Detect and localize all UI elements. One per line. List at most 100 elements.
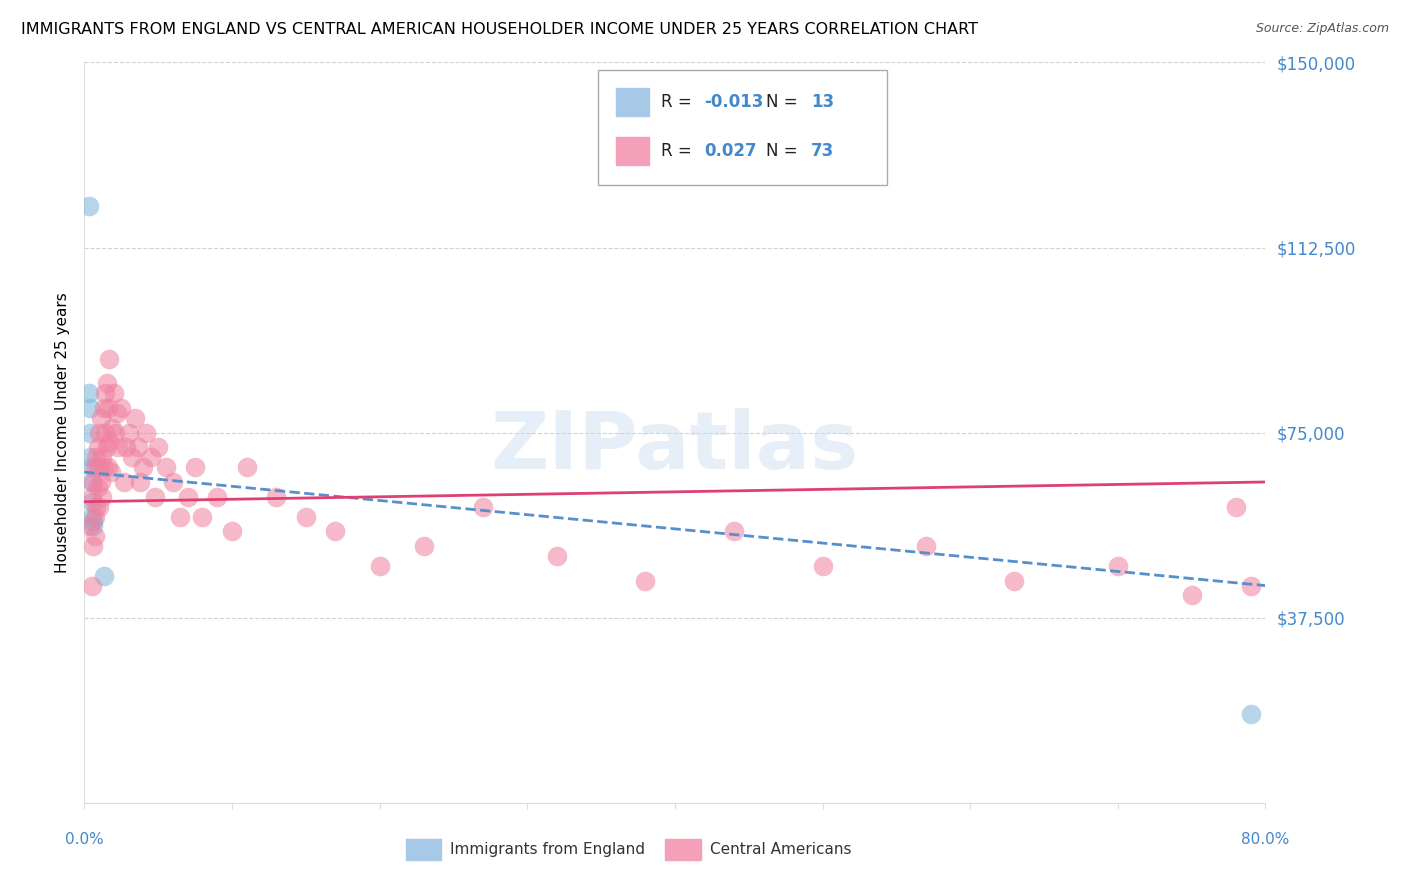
Point xyxy=(129,475,152,489)
Point xyxy=(87,425,111,440)
Text: 13: 13 xyxy=(811,93,834,111)
Point xyxy=(139,450,162,465)
Point xyxy=(82,475,104,489)
Point xyxy=(103,386,125,401)
Point xyxy=(82,515,104,529)
Point xyxy=(1181,589,1204,603)
Point xyxy=(87,500,111,514)
Point xyxy=(127,441,149,455)
Point xyxy=(114,441,136,455)
Point xyxy=(236,460,259,475)
Point xyxy=(169,509,191,524)
Point xyxy=(634,574,657,588)
Point xyxy=(112,475,135,489)
Text: Immigrants from England: Immigrants from England xyxy=(450,842,645,857)
Point xyxy=(1240,706,1263,721)
Point xyxy=(155,460,177,475)
Point xyxy=(101,420,124,434)
Point xyxy=(82,519,104,533)
Point xyxy=(79,450,101,465)
Point xyxy=(77,386,100,401)
Point xyxy=(98,435,121,450)
Text: 73: 73 xyxy=(811,143,834,161)
Point xyxy=(162,475,184,489)
Text: -0.013: -0.013 xyxy=(704,93,763,111)
Point xyxy=(105,406,128,420)
Point xyxy=(84,450,107,465)
Text: 80.0%: 80.0% xyxy=(1241,832,1289,847)
Point xyxy=(207,490,229,504)
Point xyxy=(83,529,105,543)
FancyBboxPatch shape xyxy=(616,87,650,116)
Point xyxy=(96,441,118,455)
Text: 0.0%: 0.0% xyxy=(65,832,104,847)
Text: N =: N = xyxy=(766,143,803,161)
Point xyxy=(811,558,834,573)
Point xyxy=(104,425,127,440)
Point xyxy=(77,198,100,212)
Point xyxy=(86,441,108,455)
Text: IMMIGRANTS FROM ENGLAND VS CENTRAL AMERICAN HOUSEHOLDER INCOME UNDER 25 YEARS CO: IMMIGRANTS FROM ENGLAND VS CENTRAL AMERI… xyxy=(21,22,979,37)
Point xyxy=(295,509,318,524)
Point xyxy=(96,376,118,391)
Point xyxy=(79,519,101,533)
Point xyxy=(221,524,243,539)
Point xyxy=(91,490,114,504)
Point xyxy=(79,401,101,415)
Point xyxy=(143,490,166,504)
FancyBboxPatch shape xyxy=(405,839,441,860)
Text: N =: N = xyxy=(766,93,803,111)
Point xyxy=(915,539,938,553)
Point xyxy=(191,509,214,524)
Text: R =: R = xyxy=(661,93,697,111)
Point xyxy=(80,475,103,489)
Point xyxy=(98,351,121,366)
Point xyxy=(135,425,157,440)
Point xyxy=(91,450,114,465)
Point xyxy=(90,475,112,489)
Point xyxy=(83,509,105,524)
Point xyxy=(1240,579,1263,593)
Point xyxy=(86,480,108,494)
Point xyxy=(79,425,101,440)
Point xyxy=(93,460,115,475)
Text: Source: ZipAtlas.com: Source: ZipAtlas.com xyxy=(1256,22,1389,36)
Point xyxy=(124,410,146,425)
Text: ZIPatlas: ZIPatlas xyxy=(491,409,859,486)
Point xyxy=(80,460,103,475)
Point xyxy=(1004,574,1026,588)
Point xyxy=(723,524,745,539)
Point xyxy=(80,509,103,524)
Point xyxy=(97,401,120,415)
Point xyxy=(84,500,107,514)
Point xyxy=(132,460,155,475)
Point xyxy=(177,490,200,504)
Point xyxy=(121,450,143,465)
Point xyxy=(83,460,105,475)
Text: 0.027: 0.027 xyxy=(704,143,756,161)
Point xyxy=(413,539,436,553)
Point xyxy=(148,441,170,455)
Point xyxy=(472,500,495,514)
Point xyxy=(94,386,117,401)
Point xyxy=(90,410,112,425)
Point xyxy=(80,494,103,508)
Point xyxy=(80,490,103,504)
FancyBboxPatch shape xyxy=(665,839,700,860)
Point xyxy=(184,460,207,475)
Point xyxy=(107,441,129,455)
Point xyxy=(82,539,104,553)
Point xyxy=(93,401,115,415)
FancyBboxPatch shape xyxy=(616,137,650,165)
Point xyxy=(87,460,111,475)
Point xyxy=(80,579,103,593)
Point xyxy=(110,401,132,415)
Point xyxy=(94,425,117,440)
Point xyxy=(100,465,122,479)
Point xyxy=(1107,558,1129,573)
Point xyxy=(266,490,288,504)
Point xyxy=(97,460,120,475)
Point xyxy=(325,524,347,539)
Text: Central Americans: Central Americans xyxy=(710,842,852,857)
Text: R =: R = xyxy=(661,143,697,161)
